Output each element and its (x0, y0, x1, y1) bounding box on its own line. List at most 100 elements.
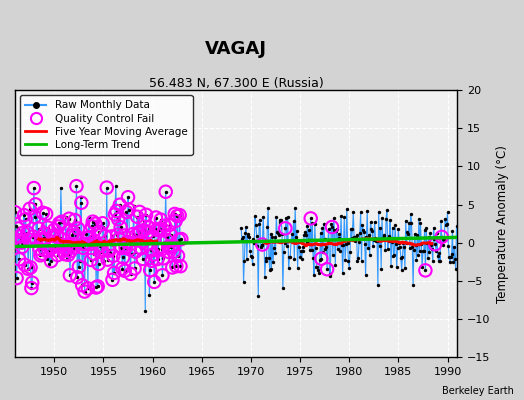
Point (259, 213, 267, 220)
Point (91, 220, 100, 227)
Point (55, 220, 63, 227)
Point (43, 256, 51, 263)
Point (157, 246, 166, 253)
Point (81, 241, 90, 247)
Point (261, 254, 270, 261)
Point (260, 274, 269, 281)
Point (142, 212, 150, 218)
Point (384, 246, 392, 252)
Point (83, 234, 91, 241)
Point (346, 249, 354, 255)
Point (120, 232, 128, 239)
Point (156, 226, 164, 232)
Point (94, 283, 102, 290)
Point (287, 238, 295, 244)
Title: 56.483 N, 67.300 E (Russia): 56.483 N, 67.300 E (Russia) (149, 77, 323, 90)
Point (17, 237, 25, 244)
Point (30, 214, 39, 220)
Point (112, 208, 121, 214)
Point (344, 258, 353, 264)
Point (84, 214, 93, 220)
Point (135, 230, 143, 236)
Point (30, 214, 39, 220)
Point (170, 211, 179, 217)
Point (164, 244, 172, 250)
Point (152, 226, 161, 233)
Point (410, 246, 418, 253)
Point (15, 256, 23, 262)
Point (48, 244, 56, 251)
Point (90, 250, 98, 257)
Point (126, 271, 135, 277)
Point (31, 201, 40, 208)
Point (360, 229, 368, 236)
Point (317, 256, 325, 262)
Point (424, 234, 433, 240)
Point (148, 258, 156, 264)
Point (414, 216, 423, 222)
Point (413, 232, 421, 238)
Point (18, 244, 27, 250)
Point (300, 232, 308, 238)
Point (251, 213, 259, 220)
Point (392, 264, 401, 270)
Point (292, 234, 300, 240)
Point (398, 254, 407, 260)
Point (68, 232, 77, 238)
Point (429, 258, 437, 264)
Point (68, 232, 77, 238)
Point (53, 252, 62, 258)
Point (79, 245, 87, 251)
Point (35, 226, 43, 232)
Point (168, 264, 177, 271)
Point (395, 240, 403, 246)
Point (73, 274, 81, 280)
Point (36, 252, 45, 258)
Point (411, 230, 419, 237)
Point (270, 234, 279, 240)
Point (47, 258, 55, 264)
Point (28, 280, 36, 286)
Point (406, 245, 414, 251)
Point (87, 257, 95, 263)
Point (66, 272, 74, 278)
Point (294, 238, 303, 244)
Point (23, 229, 31, 236)
Point (17, 237, 25, 244)
Point (282, 215, 290, 221)
Point (62, 214, 70, 220)
Point (165, 249, 173, 255)
Point (56, 235, 64, 241)
Point (240, 258, 248, 264)
Point (390, 251, 398, 258)
Point (340, 241, 348, 248)
Point (21, 216, 30, 222)
Point (71, 232, 80, 239)
Point (269, 259, 277, 265)
Point (79, 245, 87, 251)
Point (267, 266, 276, 272)
Point (88, 223, 96, 230)
Point (25, 236, 33, 243)
Point (116, 224, 125, 231)
Point (20, 212, 28, 218)
Point (161, 188, 170, 195)
Point (42, 211, 50, 217)
Point (157, 216, 165, 223)
Point (394, 245, 402, 251)
Point (161, 188, 170, 195)
Point (447, 251, 456, 257)
Point (418, 264, 427, 270)
Point (13, 275, 21, 281)
Point (424, 254, 432, 261)
Point (385, 232, 394, 239)
Point (36, 252, 45, 258)
Point (162, 237, 171, 243)
Point (133, 214, 141, 220)
Point (51, 243, 59, 249)
Point (125, 206, 133, 213)
Point (364, 244, 372, 251)
Point (39, 210, 47, 216)
Point (299, 244, 308, 250)
Point (51, 243, 59, 249)
